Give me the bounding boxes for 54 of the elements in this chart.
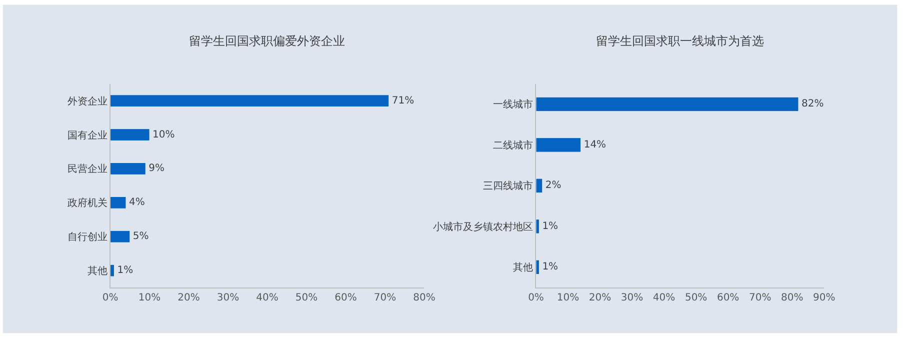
- x-tick-label: 20%: [588, 292, 612, 304]
- x-tick-label: 10%: [138, 292, 161, 304]
- bar: [110, 162, 146, 175]
- text: 2%: [545, 180, 562, 192]
- y-tick-label: 其他: [513, 262, 533, 274]
- y-tick-label: 民营企业: [67, 163, 108, 176]
- y-tick-label: 自行创业: [67, 231, 108, 244]
- x-tick-label: 10%: [556, 292, 580, 304]
- x-tick-label: 50%: [684, 292, 708, 304]
- x-tick-label: 40%: [256, 292, 278, 304]
- bar: [110, 196, 126, 209]
- text: 10%: [152, 129, 175, 140]
- text: 1%: [542, 220, 558, 232]
- x-tick-label: 30%: [620, 292, 644, 304]
- x-tick-label: 70%: [374, 292, 396, 304]
- x-tick-label: 0%: [528, 292, 544, 304]
- text: 82%: [801, 98, 824, 110]
- chart-title: 留学生回国求职一线城市为首选: [596, 34, 764, 48]
- x-tick-label: 40%: [652, 292, 676, 304]
- x-tick-label: 20%: [178, 292, 200, 304]
- y-tick-label: 一线城市: [493, 98, 533, 111]
- text: 5%: [132, 231, 149, 242]
- x-tick-label: 30%: [216, 292, 240, 304]
- bar: [110, 94, 390, 107]
- x-tick-label: 80%: [413, 292, 436, 304]
- x-tick-label: 60%: [334, 292, 357, 304]
- text: 9%: [148, 163, 164, 174]
- y-tick-label: 三四线城市: [483, 180, 533, 192]
- bar: [110, 230, 130, 243]
- bar: [536, 178, 543, 194]
- chart-title: 留学生回国求职偏爱外资企业: [189, 34, 345, 48]
- bar: [536, 138, 582, 152]
- y-tick-label: 政府机关: [67, 197, 108, 210]
- bar: [536, 96, 799, 112]
- bar: [110, 264, 114, 277]
- bar: [536, 219, 540, 234]
- y-tick-label: 二线城市: [493, 139, 533, 152]
- text: 1%: [542, 262, 558, 273]
- y-tick-label: 其他: [87, 265, 108, 278]
- bar: [110, 128, 150, 141]
- text: 1%: [117, 265, 134, 276]
- x-tick-label: 90%: [812, 292, 836, 304]
- text: 71%: [392, 95, 414, 106]
- y-tick-label: 小城市及乡镇农村地区: [433, 220, 533, 233]
- bar: [536, 260, 540, 275]
- x-tick-label: 70%: [748, 292, 772, 304]
- y-tick-label: 国有企业: [67, 129, 108, 142]
- x-tick-label: 60%: [716, 292, 740, 304]
- text: 4%: [128, 197, 145, 208]
- x-tick-label: 80%: [780, 292, 804, 304]
- y-tick-label: 外资企业: [67, 95, 108, 108]
- x-tick-label: 0%: [102, 292, 118, 304]
- text: 14%: [584, 139, 606, 150]
- x-tick-label: 50%: [295, 292, 318, 304]
